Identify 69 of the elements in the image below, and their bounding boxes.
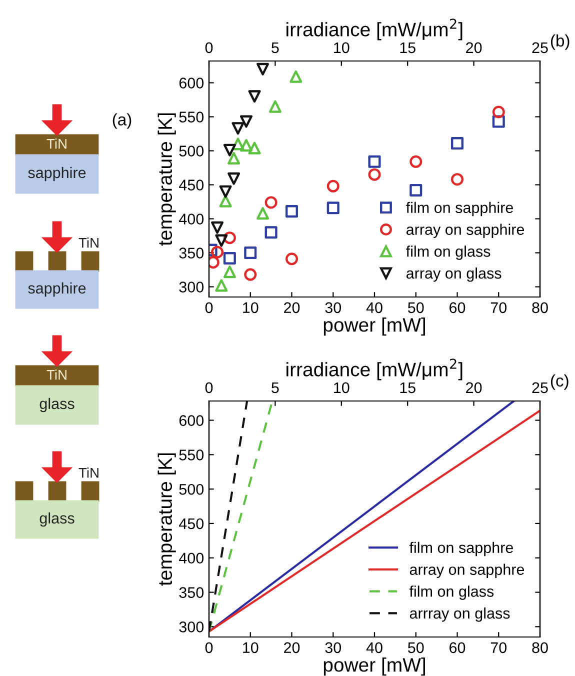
text: (c)	[550, 374, 568, 390]
y-tick-label: 500	[179, 484, 204, 495]
x-axis-title: power [mW]	[324, 657, 425, 676]
text: TiN	[78, 238, 98, 248]
legend-label: array on sapphire	[406, 224, 524, 238]
text: TiN	[78, 468, 98, 478]
y-tick-label: 400	[179, 552, 204, 564]
x-tick-label: 50	[408, 642, 424, 654]
x2-tick-label: 10	[334, 42, 350, 54]
x2-tick-label: 15	[400, 382, 416, 394]
x-tick-label: 60	[450, 302, 466, 314]
legend-label: array on glass	[406, 267, 502, 282]
x2-tick-label: 20	[466, 382, 482, 394]
text: (a)	[112, 113, 132, 129]
x-tick-label: 0	[205, 642, 213, 654]
x-tick-label: 0	[205, 302, 213, 314]
y-axis-title: temperature [K]	[158, 453, 176, 586]
x2-tick-label: 10	[334, 382, 350, 394]
y-tick-label: 500	[179, 146, 204, 156]
x2-tick-label: 15	[400, 42, 416, 54]
y-tick-label: 550	[179, 112, 204, 122]
x-tick-label: 80	[532, 302, 548, 314]
x2-tick-label: 25	[532, 382, 548, 394]
legend-label: film on sapphre	[409, 542, 514, 556]
x-tick-label: 80	[532, 642, 548, 654]
y-tick-label: 600	[179, 78, 204, 88]
text: sapphire	[28, 166, 86, 182]
x-tick-label: 20	[284, 642, 300, 654]
x2-tick-label: 25	[532, 42, 548, 54]
x-tick-label: 40	[366, 302, 382, 314]
y-axis-title: temperature [K]	[158, 113, 176, 246]
legend-label: film on glass	[406, 246, 490, 260]
x-tick-label: 70	[490, 302, 507, 314]
x-tick-label: 10	[243, 302, 258, 314]
legend-label: array on sapphre	[410, 564, 524, 578]
x-tick-label: 10	[243, 642, 258, 654]
x-tick-label: 50	[408, 302, 424, 314]
legend-label: film on sapphire	[406, 202, 514, 216]
x2-tick-label: 5	[272, 382, 279, 394]
y-tick-label: 300	[179, 282, 204, 292]
x2-tick-label: 0	[205, 42, 213, 54]
x2-tick-label: 5	[272, 42, 279, 54]
y-tick-label: 300	[179, 622, 204, 632]
y-tick-label: 550	[179, 450, 204, 460]
y-tick-label: 450	[179, 518, 204, 530]
legend-label: film on glass	[409, 586, 494, 600]
x-tick-label: 30	[325, 302, 342, 314]
text: sapphire	[28, 282, 86, 297]
y-tick-label: 400	[179, 214, 204, 224]
y-tick-label: 450	[179, 180, 204, 190]
text: TiN	[46, 138, 66, 149]
x2-axis-title: irradiance [mW/μm$^{2}$]	[286, 18, 462, 40]
x-tick-label: 70	[490, 642, 507, 654]
legend-label: arrray on glass	[410, 607, 510, 622]
text: TiN	[46, 370, 66, 380]
y-tick-label: 350	[179, 248, 204, 258]
x2-tick-label: 20	[466, 42, 482, 54]
text: (b)	[550, 34, 570, 50]
x-tick-label: 60	[450, 642, 466, 654]
x-tick-label: 30	[325, 642, 342, 654]
x2-tick-label: 0	[205, 382, 213, 394]
x-tick-label: 20	[284, 302, 300, 314]
text: glass	[40, 398, 74, 412]
x-tick-label: 40	[366, 642, 382, 654]
x-axis-title: power [mW]	[324, 317, 425, 336]
y-tick-label: 600	[179, 415, 204, 426]
x2-axis-title: irradiance [mW/μm$^{2}$]	[286, 358, 462, 380]
text: glass	[40, 512, 74, 527]
y-tick-label: 350	[179, 587, 204, 598]
